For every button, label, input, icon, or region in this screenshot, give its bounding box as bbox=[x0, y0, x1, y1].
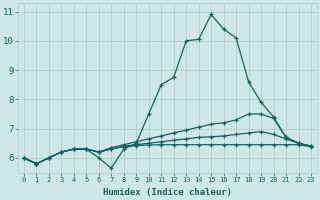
X-axis label: Humidex (Indice chaleur): Humidex (Indice chaleur) bbox=[103, 188, 232, 197]
